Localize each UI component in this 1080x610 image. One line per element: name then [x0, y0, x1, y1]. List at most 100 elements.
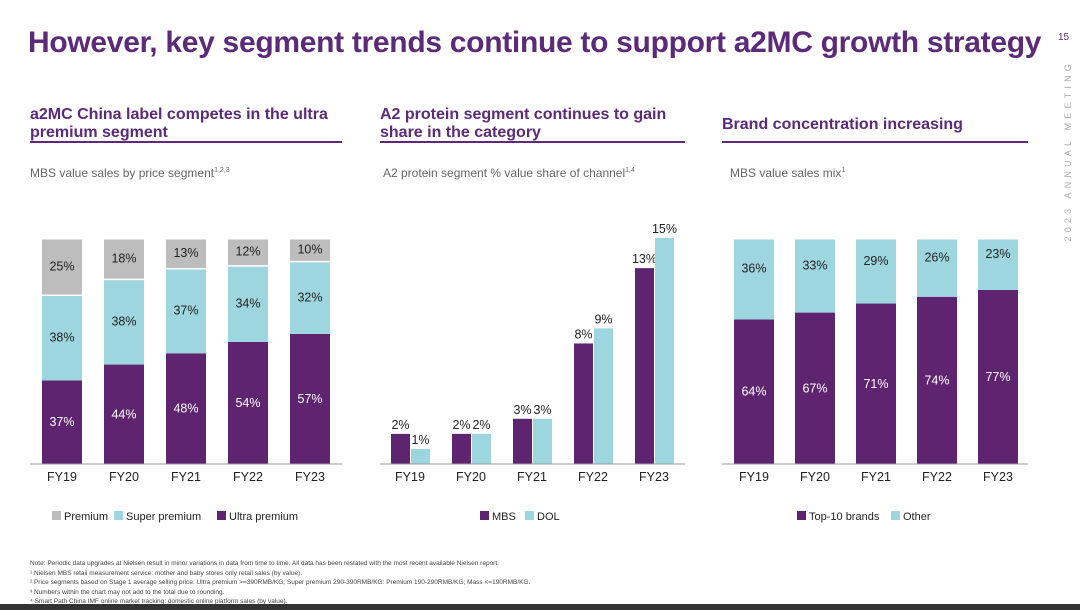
panel-1-rule [30, 141, 342, 143]
legend-swatch [217, 511, 226, 520]
x-tick-label: FY19 [395, 470, 425, 484]
panel-2-rule [380, 141, 685, 143]
x-tick-label: FY22 [922, 470, 952, 484]
panel-2-footnote-ref: 1,4 [625, 167, 635, 174]
bar-other [734, 239, 774, 320]
panel-1-subtitle-text: MBS value sales by price segment [30, 166, 215, 180]
data-label: 9% [594, 312, 612, 326]
bar-mbs [452, 433, 471, 464]
bar-other [978, 239, 1018, 290]
bar-ultra-premium [290, 333, 330, 464]
bar-mbs [574, 343, 593, 464]
legend-label: DOL [537, 511, 560, 523]
bar-mbs [513, 418, 532, 464]
data-label: 37% [173, 304, 198, 318]
data-label: 77% [985, 370, 1010, 384]
footnotes: Note: Periodic data upgrades at Nielsen … [30, 559, 530, 607]
legend-swatch [114, 511, 123, 520]
legend-label: Super premium [126, 511, 201, 523]
footnote: ² Price segments based on Stage 1 averag… [30, 579, 531, 587]
footnote: ¹ Nielsen MBS retail measurement service… [30, 569, 303, 577]
x-tick-label: FY23 [983, 470, 1013, 484]
bar-top-10-brands [734, 319, 774, 464]
bar-super-premium [104, 280, 144, 365]
bar-premium [42, 239, 82, 295]
data-label: 33% [802, 258, 827, 272]
data-label: 32% [297, 290, 322, 304]
data-label: 15% [652, 222, 677, 236]
data-label: 67% [802, 381, 827, 395]
x-tick-label: FY20 [800, 470, 830, 484]
x-tick-label: FY19 [739, 470, 769, 484]
panel-3-heading: Brand concentration increasing [722, 116, 963, 133]
data-label: 38% [111, 315, 136, 329]
bar-top-10-brands [856, 303, 896, 464]
legend-label: Premium [64, 511, 108, 523]
data-label: 3% [513, 403, 531, 417]
slide-title: However, key segment trends continue to … [28, 26, 1042, 59]
panel-3-rule [722, 141, 1028, 143]
bar-premium [228, 239, 268, 266]
data-label: 64% [741, 385, 766, 399]
data-label: 2% [391, 418, 409, 432]
footnote: ³ Numbers within the chart may not add t… [30, 588, 225, 596]
legend-label: Top-10 brands [809, 511, 880, 523]
footnote: Note: Periodic data upgrades at Nielsen … [30, 560, 499, 567]
bar-ultra-premium [166, 353, 206, 464]
bar-mbs [635, 268, 654, 464]
legend-swatch [480, 511, 489, 520]
bar-super-premium [42, 296, 82, 381]
bar-dol [594, 328, 613, 464]
legend-swatch [525, 511, 534, 520]
bar-super-premium [228, 266, 268, 342]
bar-other [917, 239, 957, 297]
data-label: 2% [472, 418, 490, 432]
x-tick-label: FY21 [171, 470, 201, 484]
legend-swatch [52, 511, 61, 520]
data-label: 48% [173, 402, 198, 416]
data-label: 57% [297, 392, 322, 406]
bar-ultra-premium [42, 380, 82, 464]
bar-top-10-brands [978, 289, 1018, 464]
bar-top-10-brands [795, 312, 835, 464]
data-label: 18% [111, 251, 136, 265]
data-label: 23% [985, 247, 1010, 261]
panel-2-heading: A2 protein segment continues to gain sha… [380, 106, 667, 141]
x-tick-label: FY21 [861, 470, 891, 484]
data-label: 36% [741, 262, 766, 276]
bar-ultra-premium [228, 341, 268, 464]
x-tick-label: FY23 [639, 470, 669, 484]
bar-premium [290, 239, 330, 261]
bar-top-10-brands [917, 296, 957, 464]
bar-premium [166, 239, 206, 268]
data-label: 8% [574, 327, 592, 341]
data-label: 25% [49, 259, 74, 273]
data-label: 44% [111, 407, 136, 421]
bar-mbs [391, 433, 410, 464]
panel-1-subtitle: MBS value sales by price segment1,2,3 [30, 166, 230, 180]
x-tick-label: FY22 [578, 470, 608, 484]
legend-label: MBS [492, 511, 516, 523]
panel-1-heading: a2MC China label competes in the ultra p… [30, 106, 328, 141]
data-label: 34% [235, 297, 260, 311]
data-label: 1% [411, 433, 429, 447]
x-tick-label: FY23 [295, 470, 325, 484]
legend-swatch [891, 511, 900, 520]
data-label: 38% [49, 330, 74, 344]
panel-2-subtitle: A2 protein segment % value share of chan… [383, 166, 635, 180]
x-tick-label: FY19 [47, 470, 77, 484]
bar-dol [472, 433, 491, 464]
page-number: 15 [1058, 32, 1070, 43]
bar-other [795, 239, 835, 313]
x-tick-label: FY20 [109, 470, 139, 484]
panel-3-subtitle: MBS value sales mix1 [730, 166, 845, 180]
x-tick-label: FY20 [456, 470, 486, 484]
legend-label: Ultra premium [229, 511, 298, 523]
legend-label: Other [903, 511, 931, 523]
bar-dol [533, 418, 552, 464]
bar-premium [104, 239, 144, 279]
legend-swatch [797, 511, 806, 520]
data-label: 74% [924, 373, 949, 387]
